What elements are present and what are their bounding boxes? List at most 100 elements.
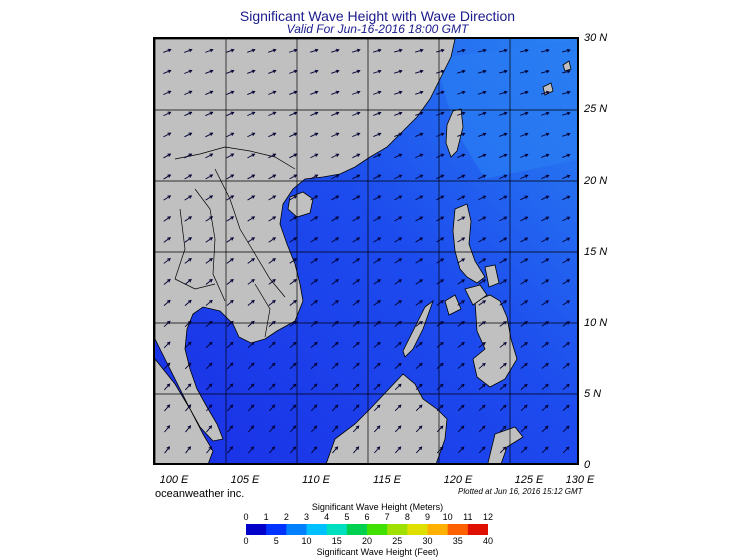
wave-direction-arrow bbox=[394, 362, 402, 369]
wave-direction-arrow bbox=[268, 258, 277, 264]
wave-direction-arrow bbox=[394, 404, 402, 412]
wave-direction-arrow bbox=[562, 195, 571, 201]
wave-direction-arrow bbox=[478, 216, 487, 222]
wave-direction-arrow bbox=[520, 342, 528, 348]
wave-direction-arrow bbox=[478, 174, 487, 180]
wave-direction-arrow bbox=[268, 299, 276, 306]
land-palawan bbox=[402, 299, 434, 358]
wave-direction-arrow bbox=[227, 425, 234, 433]
meter-tick-label: 0 bbox=[243, 512, 249, 522]
wave-direction-arrow bbox=[289, 111, 298, 116]
lon-label-115e: 115 E bbox=[373, 474, 401, 486]
wave-direction-arrow bbox=[163, 362, 171, 370]
wave-direction-arrow bbox=[562, 446, 570, 454]
meter-tick-label: 10 bbox=[442, 512, 453, 522]
wave-direction-arrow bbox=[269, 446, 276, 454]
wave-direction-arrow bbox=[562, 258, 571, 264]
wave-direction-arrow bbox=[520, 404, 528, 412]
wave-direction-arrow bbox=[436, 446, 444, 454]
sea-high-band bbox=[435, 39, 577, 179]
wave-direction-arrow bbox=[226, 48, 235, 53]
wave-direction-arrow bbox=[268, 153, 277, 159]
wave-direction-arrow bbox=[415, 425, 423, 433]
wave-direction-arrow bbox=[394, 425, 402, 433]
wave-direction-arrow bbox=[562, 111, 571, 116]
wave-direction-arrow bbox=[163, 216, 172, 222]
feet-tick-label: 30 bbox=[422, 536, 433, 546]
wave-direction-arrow bbox=[331, 320, 339, 327]
wave-direction-arrow bbox=[478, 300, 487, 306]
wave-direction-arrow bbox=[436, 300, 445, 306]
wave-direction-arrow bbox=[290, 446, 297, 454]
wave-direction-arrow bbox=[394, 258, 403, 264]
land-mainland-asia bbox=[155, 39, 456, 442]
wave-direction-arrow bbox=[541, 425, 549, 433]
wave-direction-arrow bbox=[415, 383, 423, 391]
wave-direction-arrow bbox=[310, 362, 318, 370]
wave-direction-arrow bbox=[373, 362, 381, 370]
wave-direction-arrow bbox=[520, 258, 529, 264]
lat-label-25n: 25 N bbox=[584, 103, 608, 115]
wave-direction-arrow bbox=[562, 342, 570, 348]
wave-direction-arrow bbox=[184, 216, 193, 222]
wave-direction-arrow bbox=[226, 111, 235, 117]
wave-direction-arrow bbox=[457, 237, 466, 243]
wave-direction-arrow bbox=[289, 383, 297, 391]
wave-direction-arrow bbox=[226, 153, 235, 159]
wave-direction-arrow bbox=[394, 90, 403, 95]
wave-direction-arrow bbox=[520, 300, 529, 306]
wave-direction-arrow bbox=[499, 111, 508, 116]
wave-direction-arrow bbox=[373, 132, 382, 137]
wave-direction-arrow bbox=[205, 69, 214, 74]
wave-direction-arrow bbox=[499, 132, 508, 137]
wave-direction-arrow bbox=[373, 69, 382, 74]
wave-direction-arrow bbox=[184, 153, 193, 159]
wave-direction-arrow bbox=[205, 90, 214, 95]
wave-direction-arrow bbox=[352, 69, 361, 74]
wave-direction-arrow bbox=[457, 279, 466, 285]
wave-direction-arrow bbox=[247, 362, 255, 370]
wave-direction-arrow bbox=[562, 132, 571, 137]
wave-direction-arrow bbox=[331, 174, 340, 180]
wave-direction-arrow bbox=[331, 216, 340, 222]
wave-direction-arrow bbox=[478, 48, 487, 53]
wave-direction-arrow bbox=[226, 341, 234, 349]
wave-direction-arrow bbox=[457, 132, 466, 137]
wave-direction-arrow bbox=[268, 320, 276, 327]
wave-direction-arrow bbox=[352, 383, 360, 391]
wave-direction-arrow bbox=[352, 132, 361, 138]
wave-direction-arrow bbox=[415, 279, 424, 285]
wave-direction-arrow bbox=[499, 216, 508, 222]
wave-direction-arrow bbox=[541, 300, 550, 306]
wave-direction-arrow bbox=[352, 111, 361, 116]
wave-direction-arrow bbox=[520, 237, 529, 243]
wave-direction-arrow bbox=[352, 90, 361, 95]
wave-direction-arrow bbox=[374, 446, 381, 454]
wave-direction-arrow bbox=[478, 195, 487, 201]
wave-direction-arrow bbox=[478, 279, 487, 285]
wave-direction-arrow bbox=[541, 279, 550, 285]
wave-direction-arrow bbox=[415, 90, 424, 95]
wave-direction-arrow bbox=[163, 48, 172, 53]
wave-direction-arrow bbox=[562, 362, 570, 369]
wave-direction-arrow bbox=[541, 404, 549, 412]
wave-direction-arrow bbox=[247, 404, 255, 412]
wave-direction-arrow bbox=[373, 425, 381, 433]
map-valid-time: Valid For Jun-16-2016 18:00 GMT bbox=[286, 22, 469, 36]
wave-direction-arrow bbox=[163, 132, 172, 138]
wave-direction-arrow bbox=[394, 320, 402, 327]
wave-direction-arrow bbox=[268, 279, 276, 285]
wave-direction-arrow bbox=[289, 404, 297, 412]
wave-direction-arrow bbox=[520, 153, 529, 158]
wave-direction-arrow bbox=[415, 174, 424, 180]
wave-direction-arrow bbox=[205, 341, 213, 349]
wave-direction-arrow bbox=[394, 216, 403, 222]
wave-direction-arrow bbox=[394, 195, 403, 201]
wave-direction-arrow bbox=[247, 258, 255, 264]
wave-direction-arrow bbox=[184, 299, 192, 306]
colorbar-segment bbox=[306, 524, 328, 535]
lat-label-15n: 15 N bbox=[584, 246, 608, 258]
wave-direction-arrow bbox=[310, 90, 319, 95]
wave-direction-arrow bbox=[206, 446, 213, 454]
wave-direction-arrow bbox=[247, 299, 255, 306]
